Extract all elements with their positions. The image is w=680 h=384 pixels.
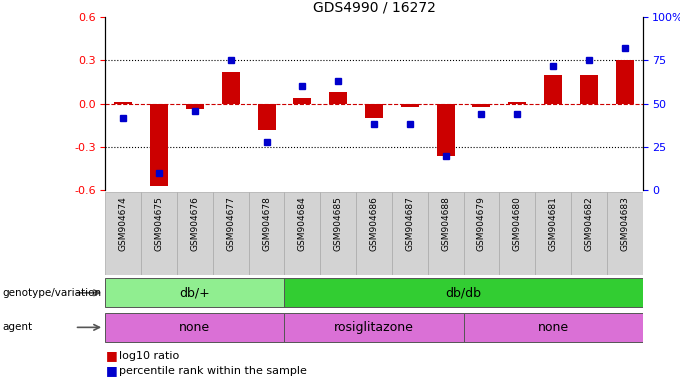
Bar bbox=[222, 72, 240, 104]
Text: GSM904674: GSM904674 bbox=[119, 196, 128, 251]
Bar bbox=[473, 104, 490, 107]
Title: GDS4990 / 16272: GDS4990 / 16272 bbox=[313, 1, 435, 15]
Text: genotype/variation: genotype/variation bbox=[2, 288, 101, 298]
Text: db/db: db/db bbox=[445, 286, 481, 299]
Text: GSM904678: GSM904678 bbox=[262, 196, 271, 251]
FancyBboxPatch shape bbox=[499, 192, 535, 275]
Text: GSM904681: GSM904681 bbox=[549, 196, 558, 251]
Text: none: none bbox=[180, 321, 211, 334]
Bar bbox=[186, 104, 204, 109]
FancyBboxPatch shape bbox=[105, 192, 141, 275]
Text: percentile rank within the sample: percentile rank within the sample bbox=[119, 366, 307, 376]
Text: GSM904685: GSM904685 bbox=[334, 196, 343, 251]
Bar bbox=[294, 98, 311, 104]
Bar bbox=[544, 75, 562, 104]
Bar bbox=[437, 104, 455, 156]
Text: GSM904679: GSM904679 bbox=[477, 196, 486, 251]
Bar bbox=[509, 102, 526, 104]
Bar bbox=[150, 104, 168, 186]
Text: GSM904675: GSM904675 bbox=[154, 196, 164, 251]
FancyBboxPatch shape bbox=[105, 313, 284, 342]
Text: ■: ■ bbox=[105, 364, 117, 377]
FancyBboxPatch shape bbox=[284, 278, 643, 308]
FancyBboxPatch shape bbox=[464, 192, 499, 275]
Bar bbox=[616, 61, 634, 104]
Text: GSM904676: GSM904676 bbox=[190, 196, 199, 251]
Text: GSM904677: GSM904677 bbox=[226, 196, 235, 251]
FancyBboxPatch shape bbox=[607, 192, 643, 275]
FancyBboxPatch shape bbox=[249, 192, 284, 275]
Bar bbox=[258, 104, 275, 130]
FancyBboxPatch shape bbox=[177, 192, 213, 275]
FancyBboxPatch shape bbox=[141, 192, 177, 275]
FancyBboxPatch shape bbox=[392, 192, 428, 275]
FancyBboxPatch shape bbox=[284, 313, 464, 342]
Text: agent: agent bbox=[2, 322, 32, 333]
Text: GSM904680: GSM904680 bbox=[513, 196, 522, 251]
Bar bbox=[114, 102, 132, 104]
Bar bbox=[580, 75, 598, 104]
Text: db/+: db/+ bbox=[180, 286, 210, 299]
Bar bbox=[401, 104, 419, 107]
Text: none: none bbox=[537, 321, 568, 334]
Text: GSM904687: GSM904687 bbox=[405, 196, 414, 251]
Text: rosiglitazone: rosiglitazone bbox=[334, 321, 414, 334]
Text: GSM904683: GSM904683 bbox=[620, 196, 629, 251]
FancyBboxPatch shape bbox=[105, 278, 284, 308]
FancyBboxPatch shape bbox=[571, 192, 607, 275]
FancyBboxPatch shape bbox=[464, 313, 643, 342]
Text: GSM904682: GSM904682 bbox=[584, 196, 594, 251]
FancyBboxPatch shape bbox=[428, 192, 464, 275]
Bar bbox=[365, 104, 383, 118]
Text: GSM904686: GSM904686 bbox=[369, 196, 379, 251]
FancyBboxPatch shape bbox=[213, 192, 249, 275]
Bar bbox=[329, 92, 347, 104]
Text: GSM904688: GSM904688 bbox=[441, 196, 450, 251]
Text: ■: ■ bbox=[105, 349, 117, 362]
FancyBboxPatch shape bbox=[535, 192, 571, 275]
FancyBboxPatch shape bbox=[356, 192, 392, 275]
FancyBboxPatch shape bbox=[284, 192, 320, 275]
Text: GSM904684: GSM904684 bbox=[298, 196, 307, 251]
FancyBboxPatch shape bbox=[320, 192, 356, 275]
Text: log10 ratio: log10 ratio bbox=[119, 351, 180, 361]
